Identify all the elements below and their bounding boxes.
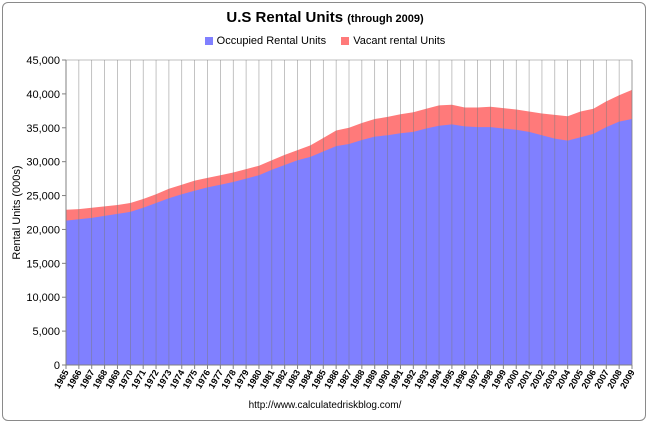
chart-title: U.S Rental Units (through 2009)	[0, 9, 650, 26]
legend-label-vacant: Vacant rental Units	[353, 35, 446, 47]
source-url: http://www.calculatedriskblog.com/	[248, 400, 402, 411]
y-tick-label: 45,000	[26, 55, 60, 67]
chart-title-subtitle: (through 2009)	[347, 13, 424, 25]
y-tick-label: 30,000	[26, 157, 60, 169]
legend-swatch-occupied	[204, 37, 213, 45]
legend-label-occupied: Occupied Rental Units	[216, 35, 327, 47]
legend-item-occupied: Occupied Rental Units	[204, 35, 327, 47]
y-tick-label: 35,000	[26, 123, 60, 135]
y-tick-label: 15,000	[26, 258, 60, 270]
y-tick-label: 10,000	[26, 292, 60, 304]
chart-legend: Occupied Rental Units Vacant rental Unit…	[0, 35, 650, 48]
legend-item-vacant: Vacant rental Units	[341, 35, 445, 47]
y-axis-title: Rental Units (000s)	[11, 165, 23, 259]
y-tick-label: 20,000	[26, 224, 60, 236]
y-tick-label: 40,000	[26, 89, 60, 101]
chart-title-main: U.S Rental Units	[226, 9, 344, 26]
y-tick-label: 25,000	[26, 191, 60, 203]
y-tick-label: 0	[54, 360, 60, 372]
legend-swatch-vacant	[341, 37, 350, 45]
y-tick-label: 5,000	[32, 326, 60, 338]
